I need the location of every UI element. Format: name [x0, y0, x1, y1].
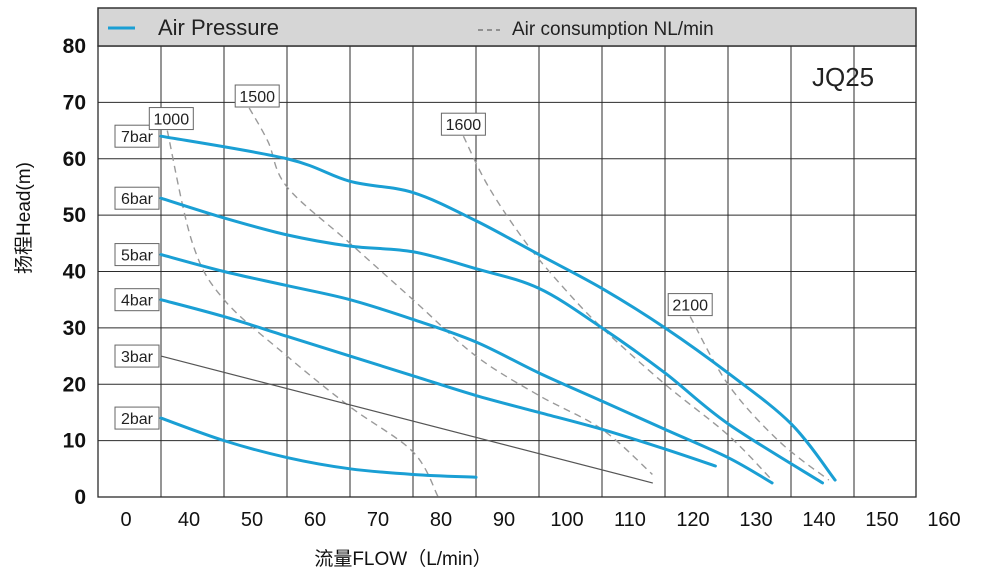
pressure-label-2bar-box	[114, 406, 160, 430]
model-label: JQ25	[812, 62, 874, 92]
pressure-label-7bar-box	[114, 124, 160, 148]
pressure-label-7bar: 7bar	[121, 129, 154, 146]
air-pressure-curves	[159, 134, 837, 485]
x-tick-label: 50	[241, 509, 263, 531]
consumption-curve-1000	[166, 130, 439, 498]
legend: Air Pressure Air consumption NL/min	[97, 7, 917, 47]
x-tick-label: 60	[304, 509, 326, 531]
y-tick-labels: 0 10 20 30 40 50 60 70 80	[63, 35, 86, 509]
consumption-label-1500-box	[234, 84, 280, 108]
pressure-label-6bar: 6bar	[121, 191, 154, 208]
x-tick-label: 140	[802, 509, 835, 531]
consumption-curve-1600	[462, 135, 773, 481]
y-tick-label: 30	[63, 317, 86, 340]
pressure-label-5bar: 5bar	[121, 248, 154, 265]
y-tick-label: 10	[63, 430, 86, 453]
x-tick-label: 150	[865, 509, 898, 531]
x-tick-label: 100	[550, 509, 583, 531]
consumption-label-2100-box	[667, 293, 713, 317]
consumption-curve-1500	[248, 107, 653, 475]
x-tick-label: 0	[120, 509, 131, 531]
x-tick-label: 40	[178, 509, 200, 531]
consumption-label-1600: 1600	[446, 117, 482, 134]
air-consumption-curves	[166, 107, 830, 498]
pressure-label-6bar-box	[114, 186, 160, 210]
x-tick-label: 160	[927, 509, 960, 531]
pressure-curve-7bar	[159, 134, 837, 482]
x-tick-label: 120	[676, 509, 709, 531]
y-tick-label: 80	[63, 35, 86, 58]
pressure-label-3bar: 3bar	[121, 349, 154, 366]
x-axis-title: 流量FLOW（L/min）	[314, 548, 491, 570]
legend-background	[97, 7, 917, 47]
consumption-label-1500: 1500	[239, 89, 275, 106]
y-axis-title: 扬程Head(m)	[13, 162, 35, 274]
x-tick-label: 90	[493, 509, 515, 531]
x-tick-labels: 0 40 50 60 70 80 90 100 110 120 130 140 150 160	[120, 509, 960, 531]
pressure-curve-6bar	[159, 196, 824, 485]
y-tick-label: 0	[74, 486, 86, 509]
consumption-label-2100: 2100	[672, 298, 708, 315]
consumption-label-1000-box	[148, 107, 194, 131]
consumption-label-1600-box	[440, 112, 486, 136]
pressure-curve-5bar	[159, 253, 774, 485]
y-tick-label: 50	[63, 204, 86, 227]
pressure-label-2bar: 2bar	[121, 411, 154, 428]
pressure-curve-2bar	[159, 416, 478, 479]
pressure-curve-3bar	[160, 355, 653, 484]
curve-labels: 7bar 6bar 5bar 4bar 3bar 2bar 1000 1500 1600 2100	[114, 84, 713, 430]
y-tick-label: 70	[63, 91, 86, 114]
x-tick-label: 80	[430, 509, 452, 531]
y-tick-label: 20	[63, 373, 86, 396]
pressure-curve-4bar	[159, 298, 717, 468]
pressure-label-3bar-box	[114, 344, 160, 368]
pressure-label-4bar: 4bar	[121, 293, 154, 310]
grid	[97, 45, 917, 498]
x-tick-label: 110	[614, 509, 646, 531]
consumption-label-1000: 1000	[154, 112, 190, 129]
legend-consumption-label: Air consumption NL/min	[512, 19, 714, 40]
x-tick-label: 70	[367, 509, 389, 531]
y-tick-label: 60	[63, 148, 86, 171]
pressure-label-4bar-box	[114, 288, 160, 312]
pressure-label-5bar-box	[114, 243, 160, 267]
legend-pressure-label: Air Pressure	[158, 15, 279, 40]
y-tick-label: 40	[63, 261, 86, 284]
x-tick-label: 130	[739, 509, 772, 531]
